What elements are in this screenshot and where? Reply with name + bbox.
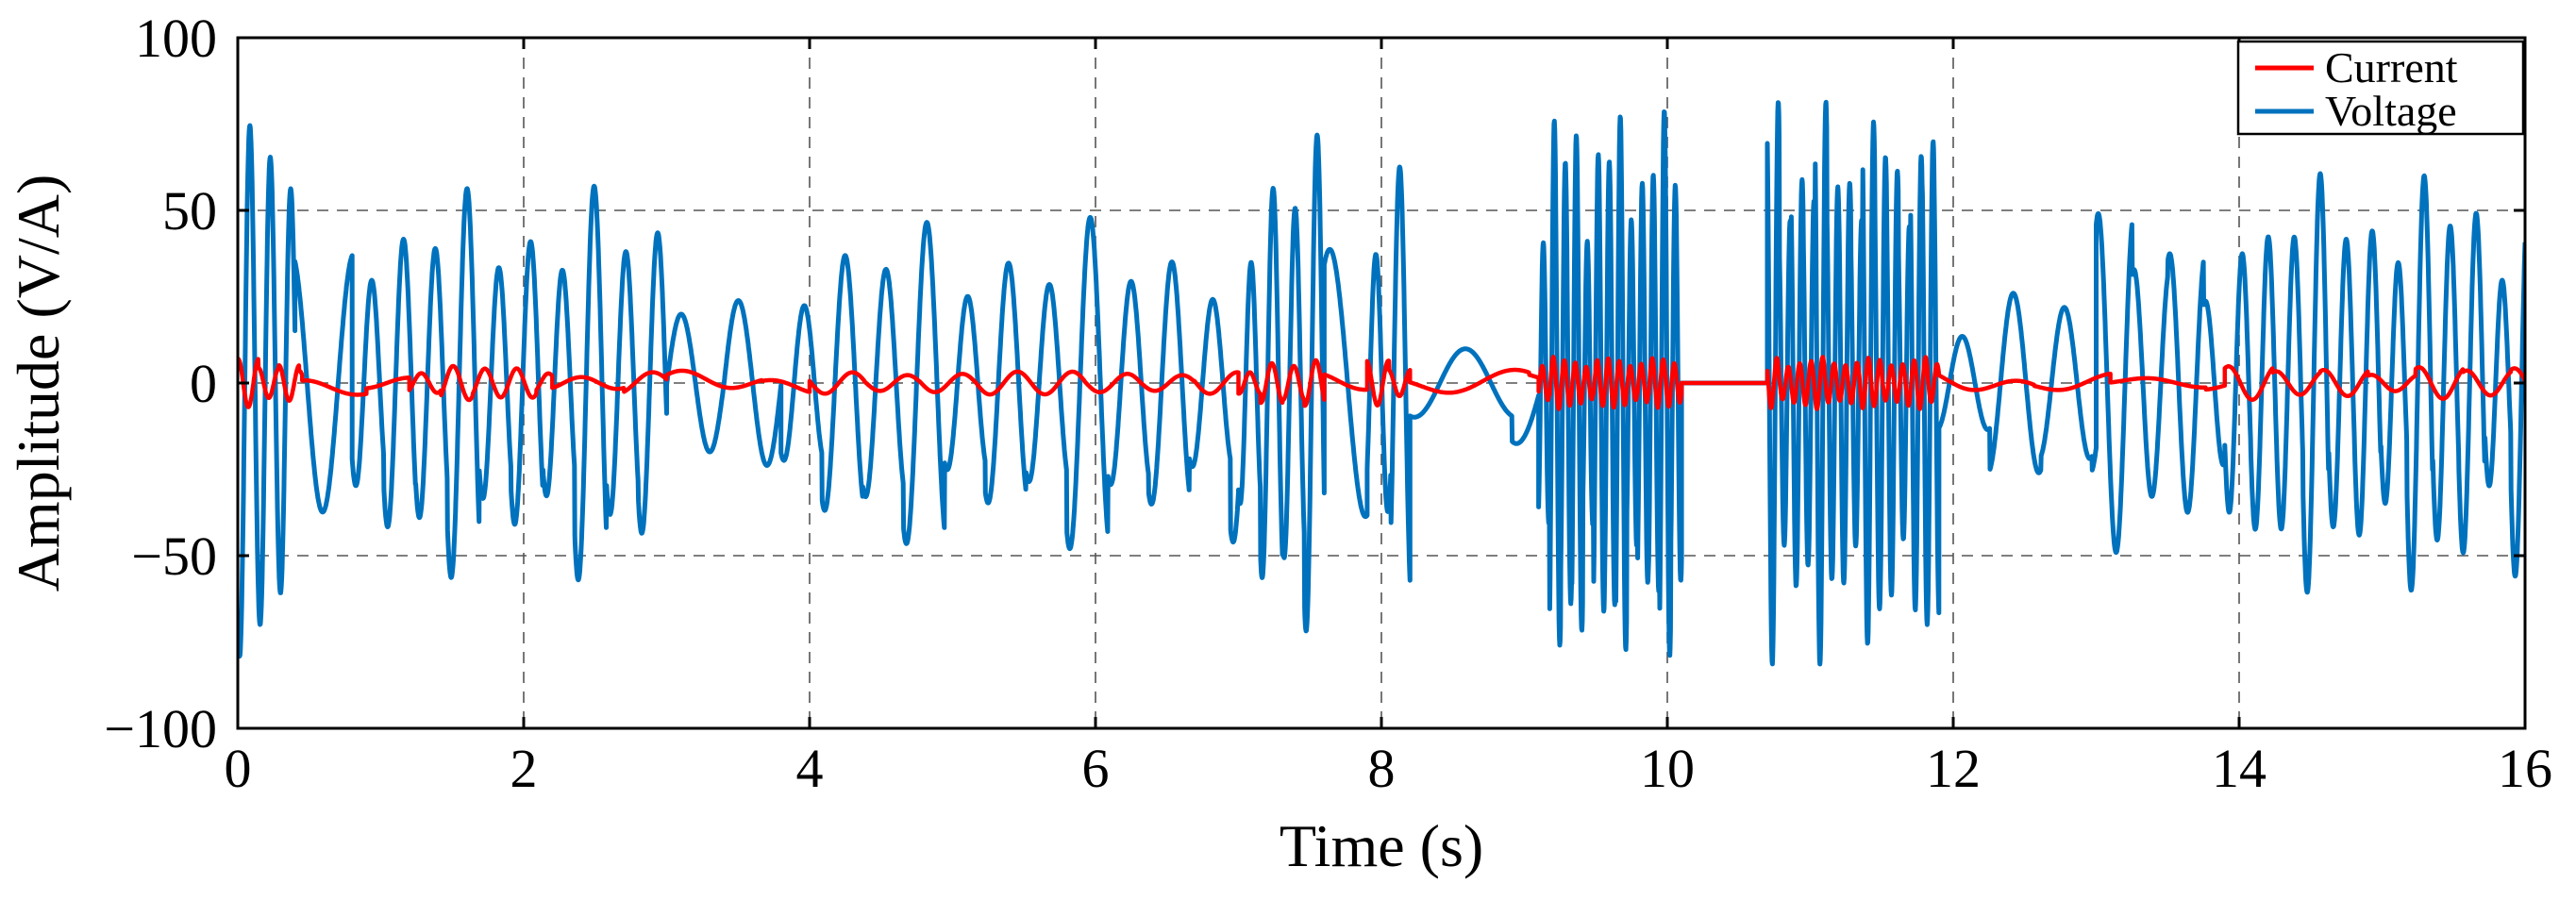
y-tick-label: −50 xyxy=(131,525,217,587)
x-tick-label: 2 xyxy=(510,738,538,799)
legend-box xyxy=(2236,40,2525,136)
x-tick-label: 4 xyxy=(796,738,824,799)
x-tick-label: 0 xyxy=(225,738,252,799)
y-tick-label: −100 xyxy=(104,698,217,759)
x-tick-label: 12 xyxy=(1926,738,1981,799)
series-layer xyxy=(238,99,2525,667)
ticks: 0 2 4 6 8 10 12 14 16 −100 −50 0 50 100 xyxy=(104,8,2552,799)
x-axis-title: Time (s) xyxy=(1280,812,1483,879)
y-axis-title: Amplitude (V/A) xyxy=(5,175,72,592)
x-tick-label: 10 xyxy=(1640,738,1695,799)
legend-label-voltage: Voltage xyxy=(2325,87,2457,135)
series-voltage-line xyxy=(238,99,2525,667)
y-tick-label: 0 xyxy=(190,353,217,414)
x-tick-label: 14 xyxy=(2212,738,2267,799)
series-current-line xyxy=(238,355,2525,411)
x-tick-label: 6 xyxy=(1082,738,1110,799)
x-tick-label: 16 xyxy=(2498,738,2552,799)
legend-label-current: Current xyxy=(2325,43,2458,92)
y-tick-label: 50 xyxy=(162,180,217,242)
y-tick-label: 100 xyxy=(135,8,217,69)
x-tick-label: 8 xyxy=(1368,738,1396,799)
